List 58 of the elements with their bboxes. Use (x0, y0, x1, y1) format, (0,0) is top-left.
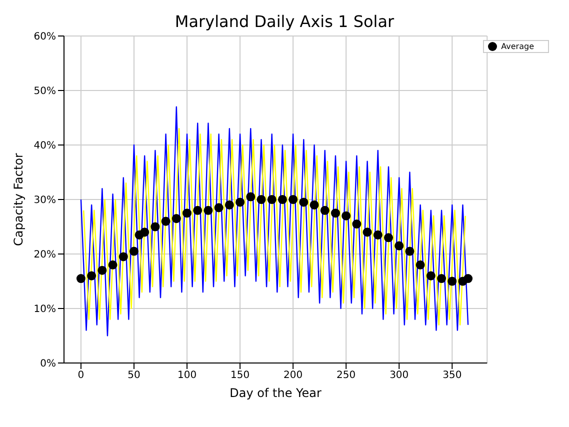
x-tick-label: 200 (284, 370, 303, 382)
y-tick-label: 10% (34, 304, 56, 316)
x-tick-label: 0 (78, 370, 84, 382)
y-axis-title: Capacity Factor (11, 152, 26, 246)
y-tick-label: 30% (34, 195, 56, 206)
point (204, 206, 213, 215)
legend-label: Average (501, 42, 534, 51)
x-tick-label: 150 (230, 370, 250, 382)
point (129, 246, 139, 256)
point (246, 192, 256, 202)
point (267, 194, 276, 204)
point (373, 230, 382, 240)
point (87, 271, 96, 280)
line-series (83, 128, 466, 326)
y-tick-label: 0% (40, 358, 56, 370)
point (299, 198, 308, 207)
point (76, 274, 86, 284)
point (182, 208, 192, 218)
line-series (80, 106, 469, 336)
point (224, 200, 234, 210)
point (448, 276, 457, 286)
point (384, 233, 394, 242)
x-tick-label: 100 (177, 370, 197, 382)
point (320, 206, 330, 215)
point (161, 216, 170, 226)
point (256, 194, 266, 204)
point (193, 206, 202, 215)
point (214, 203, 224, 212)
point (405, 246, 414, 256)
point (426, 271, 436, 280)
point (236, 198, 245, 207)
x-axis-title: Day of the Year (230, 386, 322, 400)
y-tick-label: 40% (34, 140, 56, 152)
point (288, 194, 298, 204)
point (437, 274, 446, 284)
x-tick-label: 250 (336, 370, 356, 382)
point (172, 214, 181, 224)
point (464, 274, 473, 284)
point (342, 211, 351, 220)
point (330, 208, 340, 218)
point (278, 194, 287, 204)
chart-title: Maryland Daily Axis 1 Solar (174, 12, 396, 31)
point (310, 200, 319, 210)
point (352, 220, 362, 229)
point (150, 222, 160, 232)
point (416, 260, 425, 270)
y-tick-label: 50% (34, 86, 56, 98)
x-tick-label: 350 (442, 370, 462, 382)
y-tick-label: 20% (34, 250, 56, 261)
y-tick-label: 60% (34, 32, 56, 43)
point (140, 228, 150, 237)
point (362, 228, 372, 237)
x-tick-label: 50 (128, 370, 140, 382)
x-tick-label: 300 (390, 370, 409, 382)
point (394, 241, 404, 250)
point (118, 252, 128, 262)
point (98, 266, 107, 275)
point (108, 260, 118, 270)
